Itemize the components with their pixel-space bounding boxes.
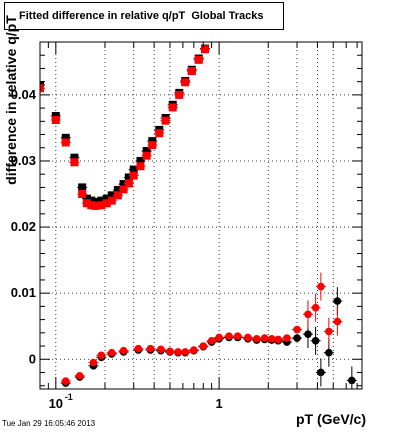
marks-layer	[40, 44, 357, 389]
data-point-square	[124, 173, 133, 182]
data-point-square	[168, 103, 177, 112]
data-point-circle	[75, 371, 84, 380]
data-point-square	[136, 162, 145, 171]
data-point-square	[194, 55, 203, 64]
data-point-square	[91, 201, 100, 210]
data-point-square	[97, 201, 106, 210]
data-point-circle	[283, 334, 291, 342]
data-point-circle	[89, 358, 98, 367]
plot-frame	[39, 41, 363, 390]
y-tick-label: 0.01	[11, 285, 36, 300]
data-point-circle	[274, 335, 282, 344]
data-point-circle	[311, 336, 320, 345]
data-point-square	[129, 165, 138, 174]
data-point-square	[61, 138, 70, 147]
data-point-square	[136, 156, 145, 165]
data-point-circle	[181, 348, 190, 356]
timestamp: Tue Jan 29 16:05:46 2013	[2, 419, 96, 428]
data-point-circle	[317, 282, 325, 291]
x-tick-label: 10	[49, 396, 63, 411]
x-tick-label-exponent: -1	[65, 392, 73, 402]
data-point-circle	[166, 347, 174, 356]
data-point-square	[107, 191, 116, 200]
data-point-circle	[304, 310, 312, 319]
y-tick-label: 0.03	[11, 153, 36, 168]
data-point-circle	[293, 325, 301, 334]
data-point-circle	[61, 377, 70, 385]
data-point-square	[82, 199, 91, 208]
data-point-square	[70, 158, 79, 167]
data-point-circle	[225, 332, 233, 340]
grid-layer	[40, 42, 362, 389]
data-point-square	[142, 147, 151, 156]
data-point-square	[181, 78, 190, 87]
data-point-square	[51, 115, 60, 124]
data-point-square	[142, 151, 151, 160]
data-point-square	[119, 185, 128, 194]
data-point-square	[97, 196, 106, 205]
data-point-square	[129, 171, 138, 180]
data-point-square	[148, 141, 157, 150]
data-point-square	[78, 183, 87, 192]
data-point-circle	[199, 342, 208, 350]
data-point-square	[70, 153, 79, 162]
data-point-square	[119, 180, 128, 189]
data-point-square	[175, 90, 184, 99]
data-point-circle	[267, 334, 276, 343]
data-point-square	[124, 179, 133, 188]
axes-layer: 0 0.01 0.02 0.03 0.04 10 -1 1	[11, 41, 363, 411]
chart-title: Fitted difference in relative q/pT Globa…	[4, 2, 284, 30]
data-point-square	[113, 191, 122, 200]
x-tick-label: 1	[215, 396, 222, 411]
x-axis-label: pT (GeV/c)	[295, 411, 366, 427]
data-point-square	[161, 116, 170, 125]
data-point-circle	[134, 344, 143, 353]
data-point-circle	[252, 334, 261, 343]
data-point-square	[113, 186, 122, 195]
data-point-square	[82, 194, 91, 203]
data-point-square	[107, 196, 116, 205]
data-point-circle	[311, 303, 320, 312]
data-point-circle	[174, 348, 182, 356]
data-point-square	[87, 201, 96, 210]
data-point-square	[201, 45, 210, 54]
y-tick-label: 0	[29, 351, 36, 366]
data-point-circle	[348, 376, 356, 385]
data-point-circle	[260, 334, 269, 342]
data-point-circle	[146, 344, 155, 353]
data-point-circle	[97, 351, 106, 360]
data-point-circle	[157, 345, 165, 354]
data-point-circle	[207, 336, 216, 345]
data-point-circle	[293, 334, 301, 342]
data-point-square	[187, 67, 196, 76]
data-point-circle	[325, 348, 333, 357]
data-point-circle	[333, 317, 342, 326]
data-point-square	[102, 194, 111, 203]
y-tick-label: 0.02	[11, 219, 36, 234]
data-point-square	[102, 199, 111, 208]
data-point-square	[40, 84, 44, 93]
data-point-circle	[190, 346, 198, 354]
data-point-circle	[317, 368, 325, 377]
data-point-circle	[215, 333, 223, 342]
y-axis-label: difference in relative q/pT	[3, 15, 19, 185]
data-point-square	[155, 129, 164, 138]
data-point-circle	[107, 348, 116, 357]
y-tick-label: 0.04	[11, 87, 37, 102]
data-point-square	[87, 196, 96, 205]
data-point-circle	[325, 327, 333, 336]
data-point-square	[78, 190, 87, 199]
data-point-circle	[233, 332, 242, 340]
data-point-circle	[333, 297, 342, 305]
data-point-circle	[304, 330, 312, 338]
data-point-circle	[119, 346, 128, 355]
data-point-square	[61, 133, 70, 142]
data-point-circle	[244, 333, 252, 342]
